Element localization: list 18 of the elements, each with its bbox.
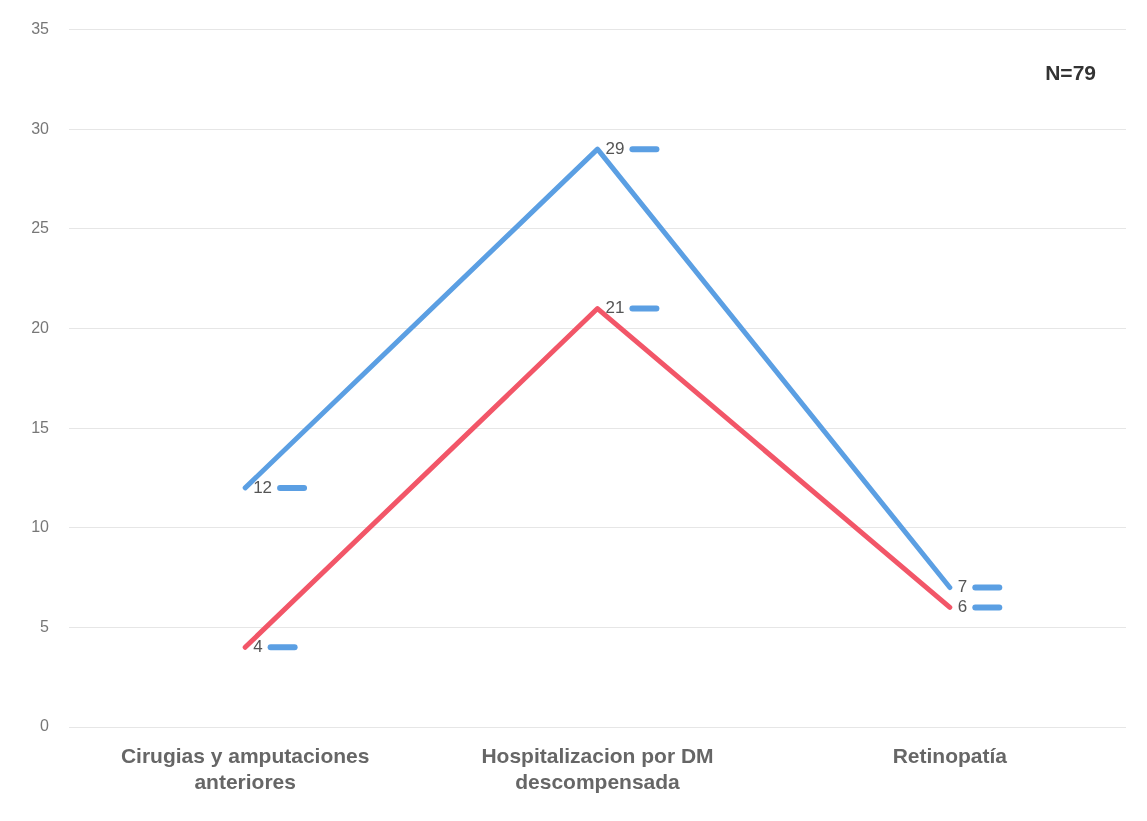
y-tick-label: 20 xyxy=(31,318,50,336)
y-tick-label: 0 xyxy=(40,717,50,735)
x-tick-label: Cirugias y amputaciones anteriores xyxy=(120,744,370,793)
y-tick-label: 25 xyxy=(31,219,50,237)
data-label: 21 xyxy=(605,298,625,318)
data-label: 6 xyxy=(957,597,968,617)
data-label: 4 xyxy=(253,636,263,656)
y-tick-label: 5 xyxy=(40,617,50,635)
x-tick-label: Hospitalizacion por DM descompensada xyxy=(481,744,714,793)
annotation: N=79 xyxy=(1045,61,1096,85)
x-tick-label: Retinopatía xyxy=(892,744,1008,768)
y-tick-label: 30 xyxy=(31,119,50,137)
data-label: 12 xyxy=(253,477,273,497)
y-tick-label: 10 xyxy=(31,518,50,536)
y-tick-label: 15 xyxy=(31,418,50,436)
data-label: 7 xyxy=(957,577,968,597)
data-label: 29 xyxy=(605,138,625,158)
y-tick-label: 35 xyxy=(31,20,50,38)
